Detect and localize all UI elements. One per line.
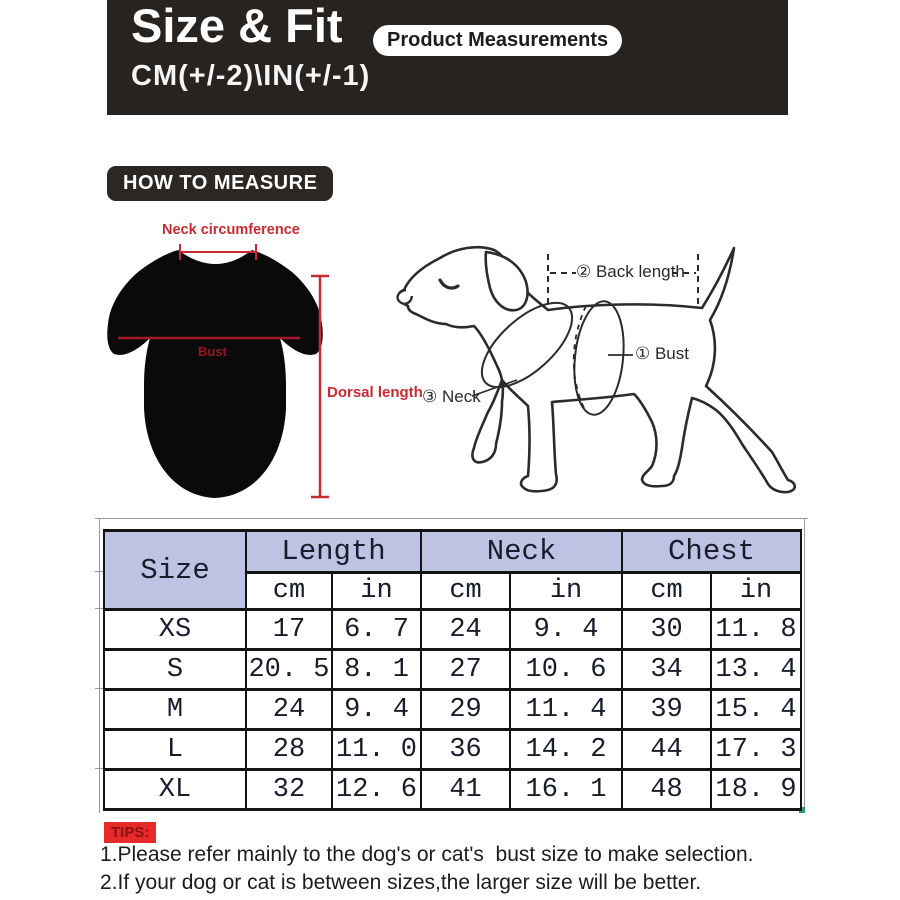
value-cell: 12. 6 (330, 768, 423, 811)
value-cell: 14. 2 (509, 728, 624, 771)
value-cell: 36 (420, 728, 512, 771)
dog-bust-label: ① Bust (635, 344, 689, 363)
value-cell: 16. 1 (509, 768, 624, 811)
value-cell: 24 (420, 608, 512, 651)
value-cell: 11. 0 (330, 728, 423, 771)
dog-diagram-illustration (396, 245, 797, 494)
size-table: Size Length Neck Chest cm in cm in cm in… (103, 529, 803, 811)
column-group-neck: Neck (420, 529, 624, 574)
back-length-guides (547, 254, 699, 310)
gridline (804, 518, 805, 813)
neck-leader-line (471, 379, 518, 397)
gridline (95, 768, 103, 769)
neck-measure-line (179, 244, 257, 260)
table-row: M 24 9. 4 29 11. 4 39 15. 4 (103, 688, 803, 731)
unit-header: in (330, 571, 423, 611)
dorsal-measure-line (311, 274, 329, 499)
value-cell: 8. 1 (330, 648, 423, 691)
neck-band (480, 301, 574, 389)
dog-eye (438, 278, 460, 290)
value-cell: 27 (420, 648, 512, 691)
table-row: XL 32 12. 6 41 16. 1 48 18. 9 (103, 768, 803, 811)
dog-nose (396, 288, 414, 305)
dog-body-outline (397, 245, 797, 494)
value-cell: 30 (621, 608, 713, 651)
gridline (95, 571, 103, 572)
tolerance-note: CM(+/-2)\IN(+/-1) (131, 60, 371, 92)
tips-heading: TIPS: (104, 822, 157, 843)
value-cell: 32 (245, 768, 333, 811)
value-cell: 11. 8 (710, 608, 803, 651)
value-cell: 41 (420, 768, 512, 811)
tip-item: 1.Please refer mainly to the dog's or ca… (100, 843, 754, 866)
value-cell: 17 (245, 608, 333, 651)
size-cell: S (103, 648, 247, 691)
garment-diagram-illustration (107, 244, 329, 499)
value-cell: 17. 3 (710, 728, 803, 771)
dog-ear (484, 250, 529, 312)
column-group-chest: Chest (621, 529, 803, 574)
value-cell: 28 (245, 728, 333, 771)
value-cell: 20. 5 (245, 648, 333, 691)
value-cell: 9. 4 (509, 608, 624, 651)
dorsal-length-label: Dorsal length (327, 384, 423, 401)
unit-header: cm (245, 571, 333, 611)
unit-header: in (710, 571, 803, 611)
table-row: XS 17 6. 7 24 9. 4 30 11. 8 (103, 608, 803, 651)
value-cell: 11. 4 (509, 688, 624, 731)
value-cell: 18. 9 (710, 768, 803, 811)
value-cell: 6. 7 (330, 608, 423, 651)
value-cell: 34 (621, 648, 713, 691)
selection-handle (799, 807, 805, 813)
page-title: Size & Fit (131, 0, 343, 52)
tip-item: 2.If your dog or cat is between sizes,th… (100, 871, 702, 894)
value-cell: 13. 4 (710, 648, 803, 691)
value-cell: 10. 6 (509, 648, 624, 691)
chest-band (573, 300, 625, 416)
column-header-size: Size (103, 529, 247, 611)
how-to-measure-heading: HOW TO MEASURE (107, 166, 334, 201)
dog-neck-label: ③ Neck (422, 387, 481, 406)
neck-circumference-label: Neck circumference (162, 222, 300, 238)
size-cell: XL (103, 768, 247, 811)
size-table-container: Size Length Neck Chest cm in cm in cm in… (103, 529, 803, 811)
chest-band-dashed-edge (572, 305, 587, 409)
value-cell: 15. 4 (710, 688, 803, 731)
size-cell: L (103, 728, 247, 771)
table-row: S 20. 5 8. 1 27 10. 6 34 13. 4 (103, 648, 803, 691)
size-fit-banner: Size & Fit Product Measurements CM(+/-2)… (107, 0, 788, 115)
unit-header: cm (420, 571, 512, 611)
value-cell: 29 (420, 688, 512, 731)
size-cell: M (103, 688, 247, 731)
value-cell: 44 (621, 728, 713, 771)
column-group-length: Length (244, 529, 423, 574)
gridline (95, 608, 103, 609)
gridline (95, 688, 103, 689)
table-row: L 28 11. 0 36 14. 2 44 17. 3 (103, 728, 803, 771)
tshirt-silhouette (107, 250, 323, 498)
back-length-label: ② Back length (576, 262, 685, 281)
gridline (99, 518, 100, 813)
shirt-bust-label: Bust (198, 344, 227, 359)
value-cell: 39 (621, 688, 713, 731)
unit-header: in (509, 571, 624, 611)
size-cell: XS (103, 608, 247, 651)
value-cell: 9. 4 (330, 688, 423, 731)
value-cell: 24 (245, 688, 333, 731)
gridline (95, 518, 808, 519)
product-measurements-badge: Product Measurements (373, 25, 623, 56)
unit-header: cm (621, 571, 713, 611)
value-cell: 48 (621, 768, 713, 811)
